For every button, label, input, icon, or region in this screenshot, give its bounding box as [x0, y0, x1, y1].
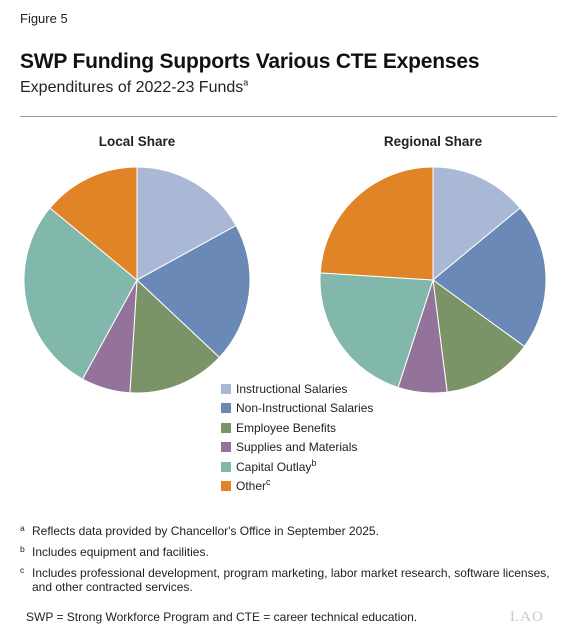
footnote-text: Includes professional development, progr…: [32, 566, 550, 594]
legend-swatch: [221, 461, 231, 472]
legend-swatch: [221, 481, 231, 492]
footnote-text: Reflects data provided by Chancellor's O…: [32, 524, 379, 538]
regional-share-pie: [319, 166, 547, 394]
footnote-mark: a: [20, 523, 25, 533]
pie-slice-instructional-salaries: [136, 166, 237, 281]
legend: Instructional Salaries Non-Instructional…: [221, 379, 373, 496]
local-share-title: Local Share: [98, 134, 176, 149]
pie-slice-employee-benefits: [432, 278, 526, 393]
legend-sup: c: [266, 477, 271, 488]
legend-item-employee-benefits: Employee Benefits: [221, 418, 373, 438]
legend-label: Instructional Salaries: [236, 381, 348, 396]
legend-sup: b: [311, 457, 317, 468]
chart-title: SWP Funding Supports Various CTE Expense…: [20, 50, 480, 73]
footnote-mark: b: [20, 544, 25, 554]
subtitle-text: Expenditures of 2022-23 Funds: [20, 79, 244, 96]
pie-slice-capital-outlay: [319, 272, 434, 389]
legend-swatch: [221, 442, 231, 453]
legend-item-capital-outlay: Capital Outlayb: [221, 457, 373, 477]
legend-label: Non-Instructional Salaries: [236, 401, 374, 416]
footnote-text: Includes equipment and facilities.: [32, 545, 209, 559]
subtitle-footnote-mark: a: [243, 77, 249, 88]
pie-slice-other: [319, 166, 434, 281]
legend-item-other: Otherc: [221, 477, 373, 497]
legend-label: Supplies and Materials: [236, 440, 358, 455]
pie-slice-non-instructional-salaries: [432, 207, 547, 348]
pie-slice-instructional-salaries: [432, 166, 521, 282]
legend-swatch: [221, 403, 231, 414]
pie-slice-capital-outlay: [23, 207, 138, 380]
abbreviations-note: SWP = Strong Workforce Program and CTE =…: [26, 610, 418, 624]
title-divider: [20, 116, 557, 117]
legend-item-supplies-and-materials: Supplies and Materials: [221, 438, 373, 458]
footnote-b: b Includes equipment and facilities.: [20, 544, 560, 559]
lao-logo: LAO: [510, 609, 544, 625]
footnote-a: a Reflects data provided by Chancellor's …: [20, 523, 560, 538]
pie-slice-non-instructional-salaries: [136, 224, 251, 359]
pie-slice-employee-benefits: [129, 278, 221, 394]
local-share-pie: [23, 166, 251, 394]
footnote-mark: c: [20, 565, 25, 575]
footnote-c: c Includes professional development, prog…: [20, 565, 560, 594]
legend-label: Capital Outlay: [236, 459, 312, 474]
legend-label: Employee Benefits: [236, 420, 337, 435]
footnotes: a Reflects data provided by Chancellor's …: [20, 523, 560, 594]
chart-subtitle: Expenditures of 2022-23 Fundsa: [20, 77, 249, 97]
legend-item-non-instructional-salaries: Non-Instructional Salaries: [221, 399, 373, 419]
regional-share-title: Regional Share: [383, 134, 483, 149]
legend-item-instructional-salaries: Instructional Salaries: [221, 379, 373, 399]
legend-swatch: [221, 422, 231, 433]
legend-label: Other: [236, 479, 267, 494]
figure-label: Figure 5: [20, 11, 68, 26]
legend-swatch: [221, 383, 231, 394]
pie-slice-other: [49, 166, 138, 282]
